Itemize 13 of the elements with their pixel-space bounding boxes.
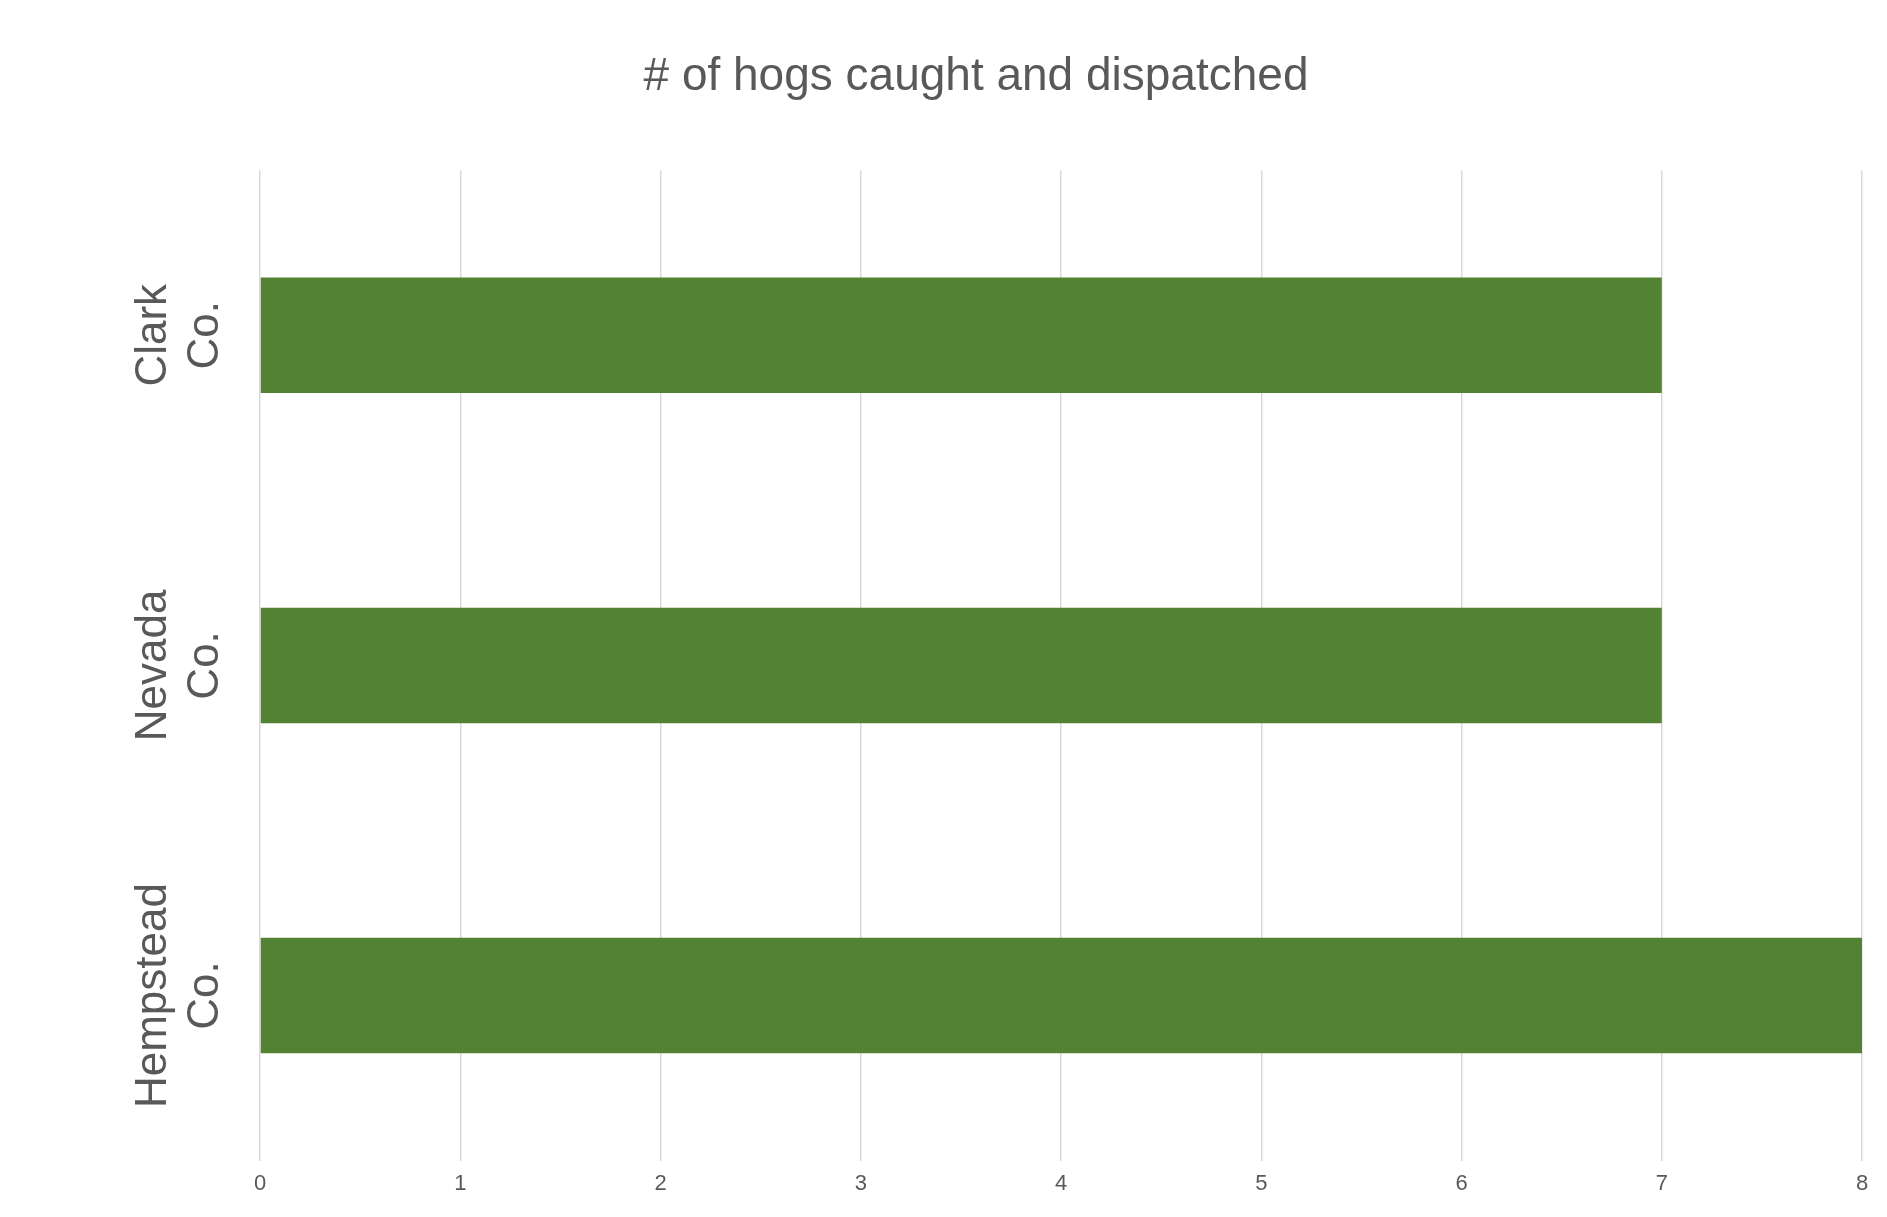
x-tick-label: 4 (1054, 1169, 1068, 1195)
x-tick-label: 1 (454, 1169, 467, 1195)
x-tick-label: 3 (854, 1169, 867, 1195)
x-tick-label: 6 (1455, 1169, 1468, 1195)
x-tick-label: 0 (253, 1169, 267, 1195)
x-tick-label: 8 (1855, 1169, 1869, 1195)
chart-title: # of hogs caught and dispatched (643, 48, 1309, 101)
y-tick-label: Hempstead Co. (126, 883, 228, 1109)
x-tick-label: 5 (1255, 1169, 1268, 1195)
x-tick-label: 2 (654, 1169, 667, 1195)
y-tick-label: Nevada Co. (126, 589, 228, 742)
y-tick-label: Clark Co. (126, 282, 228, 387)
x-tick-label: 7 (1655, 1169, 1668, 1195)
